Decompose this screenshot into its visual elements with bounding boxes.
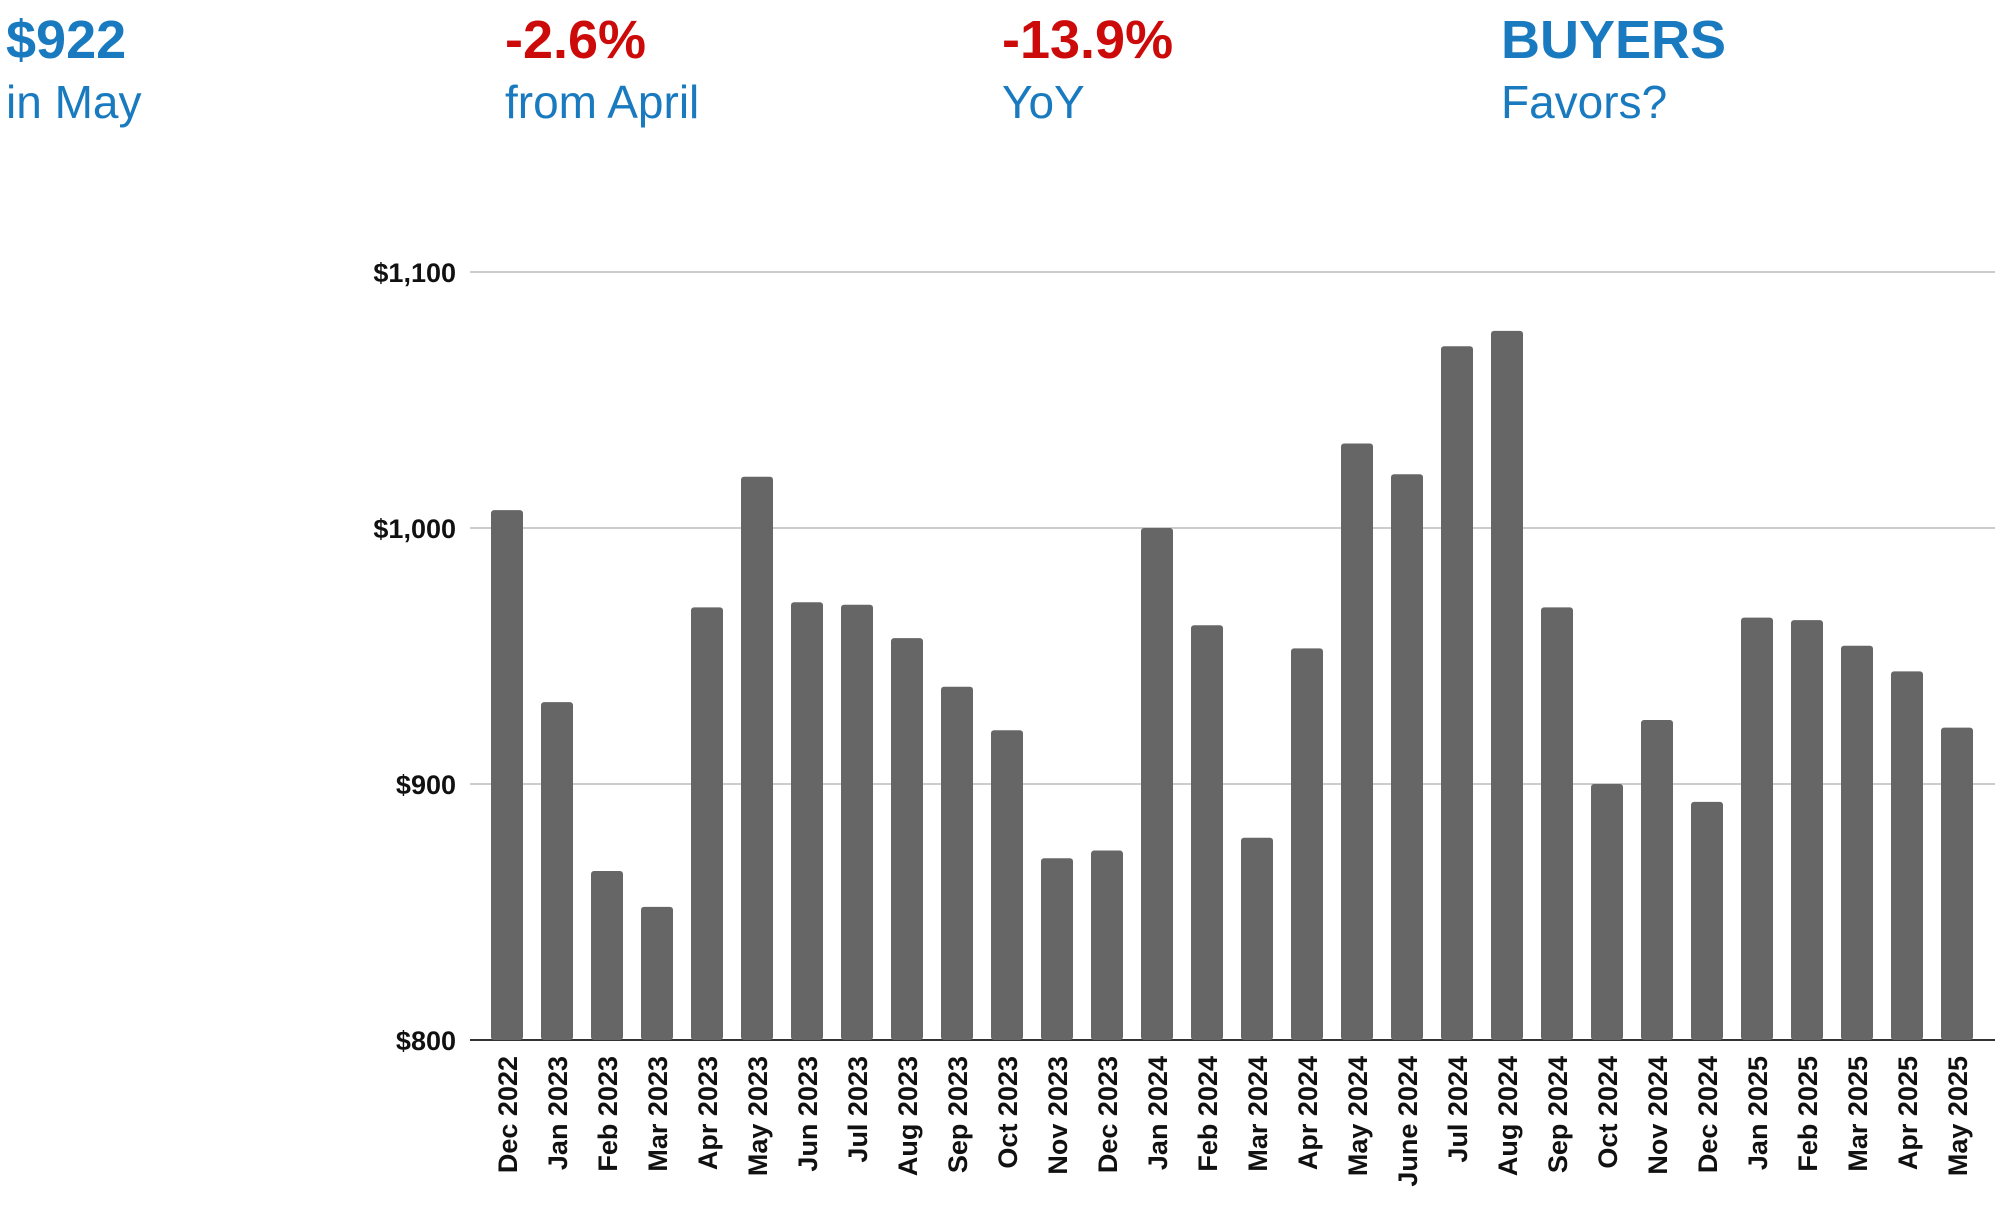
bar (1041, 858, 1073, 1040)
stat-value: -13.9% (1002, 10, 1174, 70)
bar (691, 607, 723, 1040)
y-tick-label: $900 (396, 770, 456, 800)
bar (1291, 648, 1323, 1040)
stat-caption: in May (6, 76, 142, 128)
bar (1641, 720, 1673, 1040)
x-tick-label: Aug 2023 (893, 1056, 923, 1176)
x-tick-label: May 2024 (1343, 1056, 1373, 1176)
bar (1341, 443, 1373, 1040)
x-tick-label: Mar 2024 (1243, 1056, 1273, 1172)
bar (1191, 625, 1223, 1040)
stat-yoy-change: -13.9% YoY (1002, 8, 1173, 132)
x-axis-ticks: Dec 2022 Jan 2023 Feb 2023 Mar 2023 Apr 2023… (493, 1056, 1973, 1187)
y-axis-ticks: $800 $900 $1,000 $1,100 (373, 258, 456, 1056)
bar (591, 871, 623, 1040)
x-tick-label: Sep 2023 (943, 1056, 973, 1173)
bar (641, 906, 673, 1040)
bar (541, 702, 573, 1040)
x-tick-label: Dec 2024 (1693, 1056, 1723, 1173)
bar (491, 510, 523, 1041)
x-tick-label: Jul 2023 (843, 1056, 873, 1163)
bar (1441, 346, 1473, 1040)
bar (741, 476, 773, 1040)
stat-monthly-change: -2.6% from April (505, 8, 699, 132)
stat-average-value: $922 in May (6, 8, 141, 132)
stat-caption: Favors? (1501, 76, 1668, 128)
x-tick-label: Jun 2023 (793, 1056, 823, 1172)
bar (1741, 617, 1773, 1040)
bar (1391, 474, 1423, 1040)
x-tick-label: Aug 2024 (1493, 1056, 1523, 1176)
bar (1891, 671, 1923, 1040)
stat-value: -2.6% (505, 10, 647, 70)
bar (1841, 645, 1873, 1040)
bar (1691, 801, 1723, 1040)
x-tick-label: Jul 2024 (1443, 1056, 1473, 1163)
bar (1591, 784, 1623, 1040)
x-tick-label: Dec 2022 (493, 1056, 523, 1173)
x-tick-label: Nov 2024 (1643, 1056, 1673, 1175)
x-tick-label: Mar 2025 (1843, 1056, 1873, 1172)
x-tick-label: Feb 2024 (1193, 1056, 1223, 1172)
bar (1091, 850, 1123, 1040)
x-tick-label: June 2024 (1393, 1056, 1423, 1187)
x-tick-label: Sep 2024 (1543, 1056, 1573, 1173)
x-tick-label: Jan 2025 (1743, 1056, 1773, 1170)
bar (1541, 607, 1573, 1040)
y-tick-label: $800 (396, 1026, 456, 1056)
bar (1141, 528, 1173, 1040)
bars (491, 330, 1973, 1041)
y-tick-label: $1,100 (373, 258, 456, 288)
stat-caption: from April (505, 76, 700, 128)
bar (1941, 727, 1973, 1040)
x-tick-label: Nov 2023 (1043, 1056, 1073, 1175)
bar (1491, 330, 1523, 1040)
gridlines (470, 271, 1995, 1041)
bar (991, 730, 1023, 1040)
bar (1241, 837, 1273, 1040)
x-tick-label: Oct 2023 (993, 1056, 1023, 1169)
stat-caption: YoY (1002, 76, 1085, 128)
bar (941, 686, 973, 1040)
x-tick-label: May 2025 (1943, 1056, 1973, 1176)
bar (791, 602, 823, 1040)
bar (1791, 620, 1823, 1040)
x-tick-label: Feb 2025 (1793, 1056, 1823, 1172)
x-tick-label: Jan 2023 (543, 1056, 573, 1170)
x-tick-label: Dec 2023 (1093, 1056, 1123, 1173)
bar (841, 604, 873, 1040)
stat-value: $922 (6, 10, 127, 70)
stat-market-favor: BUYERS Favors? (1501, 8, 1726, 132)
x-tick-label: Jan 2024 (1143, 1056, 1173, 1170)
x-tick-label: Feb 2023 (593, 1056, 623, 1172)
stat-value: BUYERS (1501, 10, 1727, 70)
x-tick-label: Mar 2023 (643, 1056, 673, 1172)
x-tick-label: May 2023 (743, 1056, 773, 1176)
x-tick-label: Apr 2023 (693, 1056, 723, 1170)
x-tick-label: Oct 2024 (1593, 1056, 1623, 1169)
y-tick-label: $1,000 (373, 514, 456, 544)
bar (891, 638, 923, 1040)
x-tick-label: Apr 2024 (1293, 1056, 1323, 1170)
x-tick-label: Apr 2025 (1893, 1056, 1923, 1170)
